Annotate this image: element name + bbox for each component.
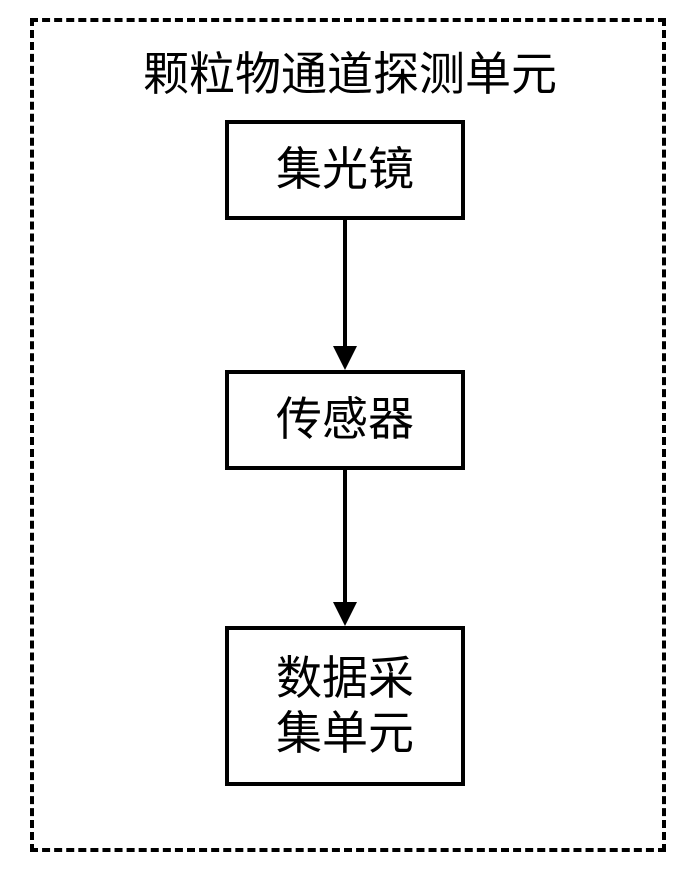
box-collector-lens: 集光镜 — [225, 120, 465, 220]
arrow-head-collector-lens-to-sensor — [333, 346, 357, 373]
arrow-line-sensor-to-data-acq — [343, 470, 347, 602]
arrow-line-collector-lens-to-sensor — [343, 220, 347, 346]
diagram-title: 颗粒物通道探测单元 — [120, 38, 580, 104]
box-label-sensor: 传感器 — [276, 392, 414, 447]
box-sensor: 传感器 — [225, 370, 465, 470]
box-label-data-acq: 数据采 集单元 — [276, 651, 414, 761]
box-label-collector-lens: 集光镜 — [276, 142, 414, 197]
arrow-head-sensor-to-data-acq — [333, 602, 357, 629]
box-data-acq: 数据采 集单元 — [225, 626, 465, 786]
